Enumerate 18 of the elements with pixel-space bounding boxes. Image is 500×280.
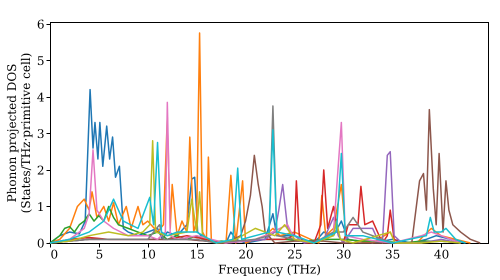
y-tick-label: 1 — [36, 200, 44, 214]
y-tick-label: 4 — [36, 90, 45, 104]
x-tick-label: 25 — [287, 248, 303, 262]
y-tick-label: 5 — [36, 54, 44, 68]
x-tick-label: 20 — [238, 248, 254, 262]
x-axis-title: Frequency (THz) — [218, 262, 321, 276]
y-tick-label: 2 — [36, 163, 44, 178]
x-tick-label: 40 — [434, 248, 450, 262]
x-tick-label: 30 — [336, 248, 352, 262]
x-tick-label: 0 — [50, 248, 58, 262]
x-tick-label: 5 — [96, 248, 104, 262]
y-tick-label: 6 — [36, 17, 44, 32]
y-tick-label: 0 — [36, 236, 44, 250]
y-axis-title: Phonon projected DOS (States/THz·primitive cell) — [4, 52, 33, 214]
x-tick-label: 10 — [140, 248, 156, 262]
x-tick-label: 35 — [385, 248, 400, 262]
x-tick-label: 15 — [190, 248, 205, 262]
y-tick-label: 3 — [36, 126, 44, 141]
